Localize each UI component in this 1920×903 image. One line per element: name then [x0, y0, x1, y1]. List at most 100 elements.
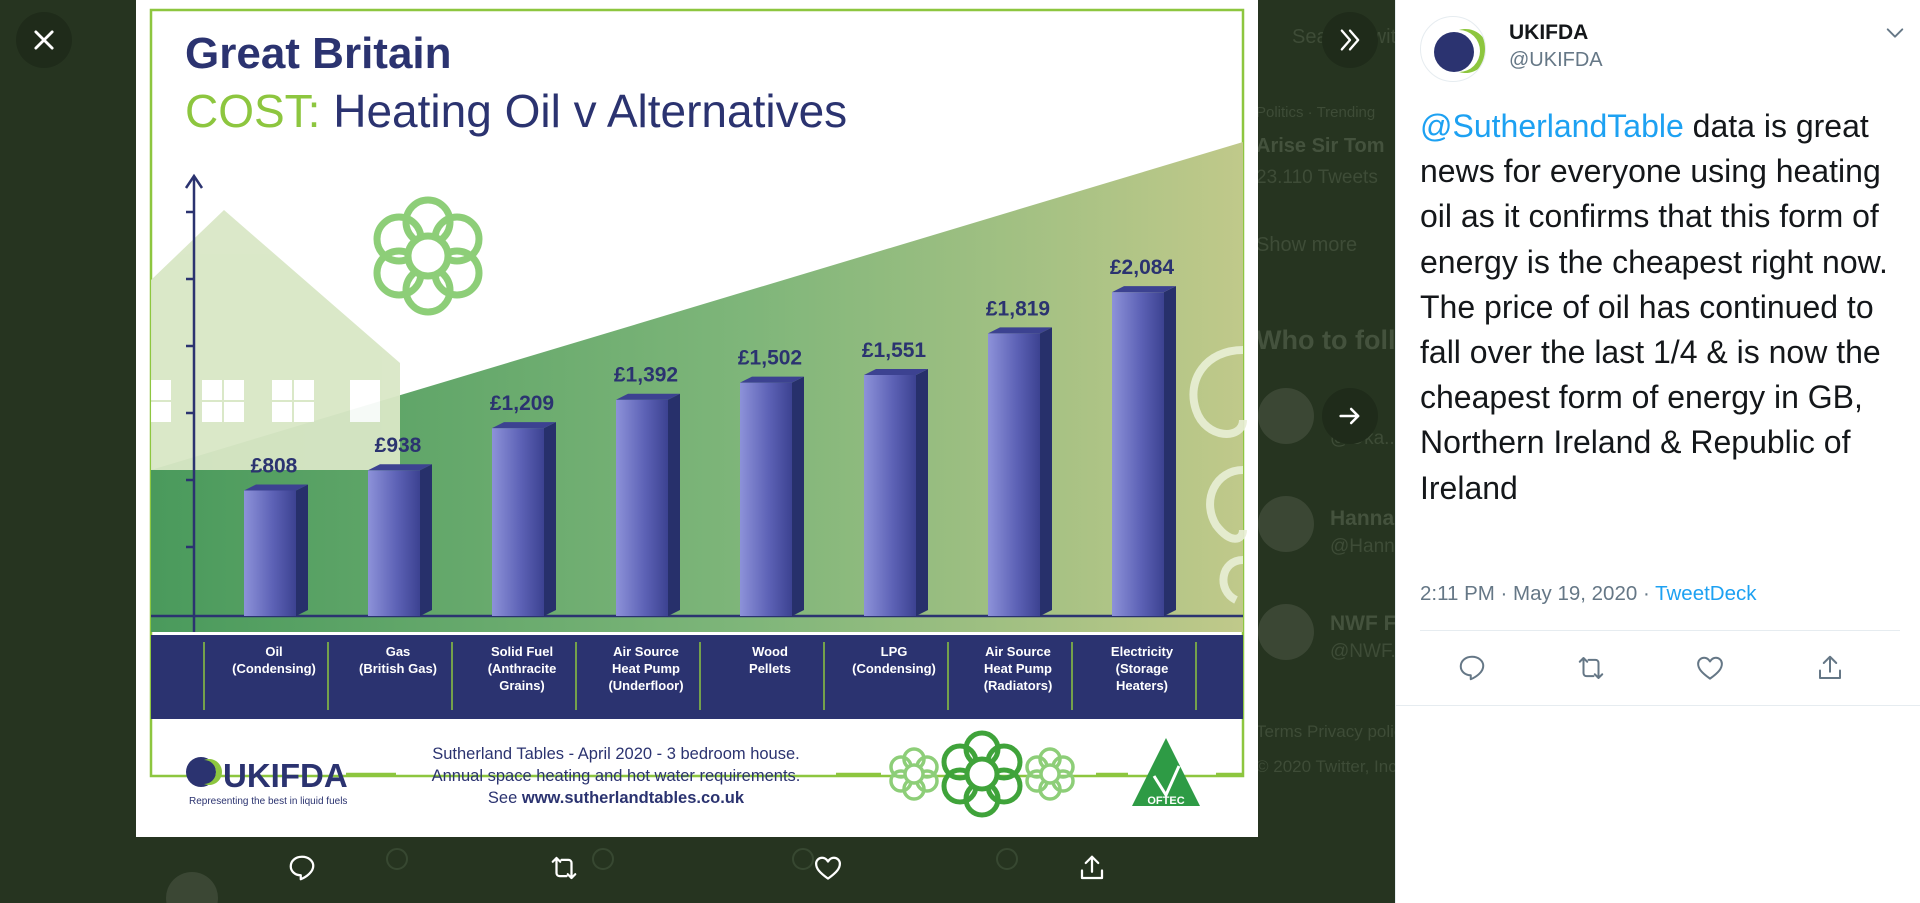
bar-face	[244, 490, 296, 616]
category-label-line: Heat Pump	[612, 661, 680, 676]
footer-line-2: Annual space heating and hot water requi…	[432, 767, 801, 785]
category-label-line: (Condensing)	[852, 661, 936, 676]
bg-follow-name-2: Hannah	[1330, 507, 1395, 530]
bg-show-more: Show more	[1256, 234, 1358, 256]
tweet-timestamp: 2:11 PM · May 19, 2020 · TweetDeck	[1420, 582, 1757, 606]
retweet-icon	[1578, 657, 1604, 679]
retweet-button[interactable]	[1569, 646, 1613, 690]
category-label-line: Solid Fuel	[491, 644, 553, 659]
graphic-footer: UKIFDA Representing the best in liquid f…	[186, 730, 1243, 818]
media-share-button[interactable]	[1072, 848, 1112, 888]
mention-link[interactable]: @SutherlandTable	[1420, 108, 1684, 144]
bar-side	[420, 464, 432, 616]
bar	[492, 422, 556, 616]
next-image-button[interactable]	[1322, 388, 1378, 444]
category-label-line: Heat Pump	[984, 661, 1052, 676]
category-label-line: (British Gas)	[359, 661, 437, 676]
category-label: Wood Pellets	[749, 644, 791, 676]
share-button[interactable]	[1808, 646, 1852, 690]
bar-value-label: £1,392	[614, 364, 678, 387]
bg-who-to-follow: Who to follow	[1256, 325, 1395, 355]
bar-value-label: £1,209	[490, 392, 554, 415]
category-label-line: Oil	[265, 644, 282, 659]
like-button[interactable]	[1688, 646, 1732, 690]
retweet-icon	[551, 856, 577, 880]
bg-like-icon	[792, 848, 814, 870]
house-illustration	[151, 210, 400, 470]
category-label: Oil (Condensing)	[232, 644, 316, 676]
meta-divider	[1420, 630, 1900, 631]
bar-value-label: £1,551	[862, 339, 927, 362]
bg-reply-icon	[386, 848, 408, 870]
bar-side	[296, 484, 308, 616]
reply-button[interactable]	[1450, 646, 1494, 690]
arrow-right-icon	[1339, 407, 1360, 425]
category-label-line: Gas	[386, 644, 411, 659]
bg-retweet-icon	[592, 848, 614, 870]
category-label-line: (Radiators)	[984, 678, 1053, 693]
bar	[740, 376, 804, 616]
chevron-down-icon[interactable]	[1884, 22, 1906, 44]
bar-face	[492, 428, 544, 616]
double-chevron-right-icon	[1340, 29, 1360, 51]
tweet-source-link[interactable]: TweetDeck	[1655, 582, 1757, 605]
subtitle-rest: Heating Oil v Alternatives	[320, 85, 847, 137]
footer-flower-small-left	[889, 747, 939, 801]
category-label-line: (Storage	[1116, 661, 1169, 676]
collapse-panel-button[interactable]	[1322, 12, 1378, 68]
ukifda-tagline: Representing the best in liquid fuels	[189, 796, 347, 807]
tweet-image[interactable]: Great Britain COST: Heating Oil v Altern…	[136, 0, 1258, 837]
bar	[1112, 286, 1176, 616]
bar-value-label: £1,819	[986, 297, 1050, 320]
y-axis	[184, 173, 204, 632]
bar-side	[916, 368, 928, 616]
bar-top	[864, 368, 928, 375]
bar-side	[668, 393, 680, 616]
oftec-logo-text: OFTEC	[1147, 795, 1184, 807]
heart-icon	[815, 856, 841, 880]
tweet-body: @SutherlandTable data is great news for …	[1420, 104, 1900, 511]
close-button[interactable]	[16, 12, 72, 68]
bg-avatar-1	[1258, 388, 1314, 444]
bg-follow-handle-2: @Hann...	[1330, 536, 1395, 557]
media-reply-button[interactable]	[282, 848, 322, 888]
category-label: LPG (Condensing)	[852, 644, 936, 676]
heart-icon	[1697, 656, 1723, 680]
tweet-time[interactable]: 2:11 PM · May 19, 2020 ·	[1420, 582, 1656, 605]
bg-trending-title: Arise Sir Tom	[1256, 135, 1385, 157]
bar-value-label: £808	[251, 454, 298, 477]
bg-avatar-2	[1258, 496, 1314, 552]
media-like-button[interactable]	[808, 848, 848, 888]
bar-side	[1164, 286, 1176, 616]
footer-line-1: Sutherland Tables - April 2020 - 3 bedro…	[432, 745, 800, 763]
bar-top	[244, 484, 308, 491]
bg-follow-handle-3: @NWF...	[1330, 641, 1395, 662]
author-handle[interactable]: @UKIFDA	[1509, 49, 1603, 71]
category-label: Air Source Heat Pump (Underfloor)	[608, 644, 683, 693]
bg-footer-copyright: © 2020 Twitter, Inc.	[1256, 757, 1395, 776]
footer-line-3: See www.sutherlandtables.co.uk	[488, 789, 745, 807]
bg-trending-meta: Politics · Trending	[1256, 104, 1376, 121]
panel-bottom-divider	[1396, 705, 1920, 706]
bar	[988, 327, 1052, 616]
bar-value-label: £2,084	[1110, 256, 1175, 279]
bar-side	[544, 422, 556, 616]
reply-icon	[289, 855, 315, 881]
author-avatar[interactable]	[1420, 16, 1486, 82]
bar-face	[864, 374, 916, 616]
author-name[interactable]: UKIFDA	[1509, 21, 1589, 44]
media-retweet-button[interactable]	[544, 848, 584, 888]
bg-footer-links: Terms Privacy policy	[1256, 722, 1395, 741]
share-icon	[1080, 855, 1104, 880]
category-label-line: Heaters)	[1116, 678, 1168, 693]
bars-group: £808 £938 £1,209 £1,392 £1,502 £1,551 £1,819 £2…	[244, 256, 1176, 616]
bar-face	[368, 470, 420, 616]
category-band	[151, 635, 1243, 719]
bar-side	[1040, 327, 1052, 616]
category-label: Air Source Heat Pump (Radiators)	[984, 644, 1053, 693]
category-label-line: Air Source	[613, 644, 679, 659]
ukifda-logo-text: UKIFDA	[223, 757, 348, 794]
tweet-action-bar	[1420, 646, 1900, 690]
bg-avatar-3	[1258, 604, 1314, 660]
category-label: Gas (British Gas)	[359, 644, 437, 676]
